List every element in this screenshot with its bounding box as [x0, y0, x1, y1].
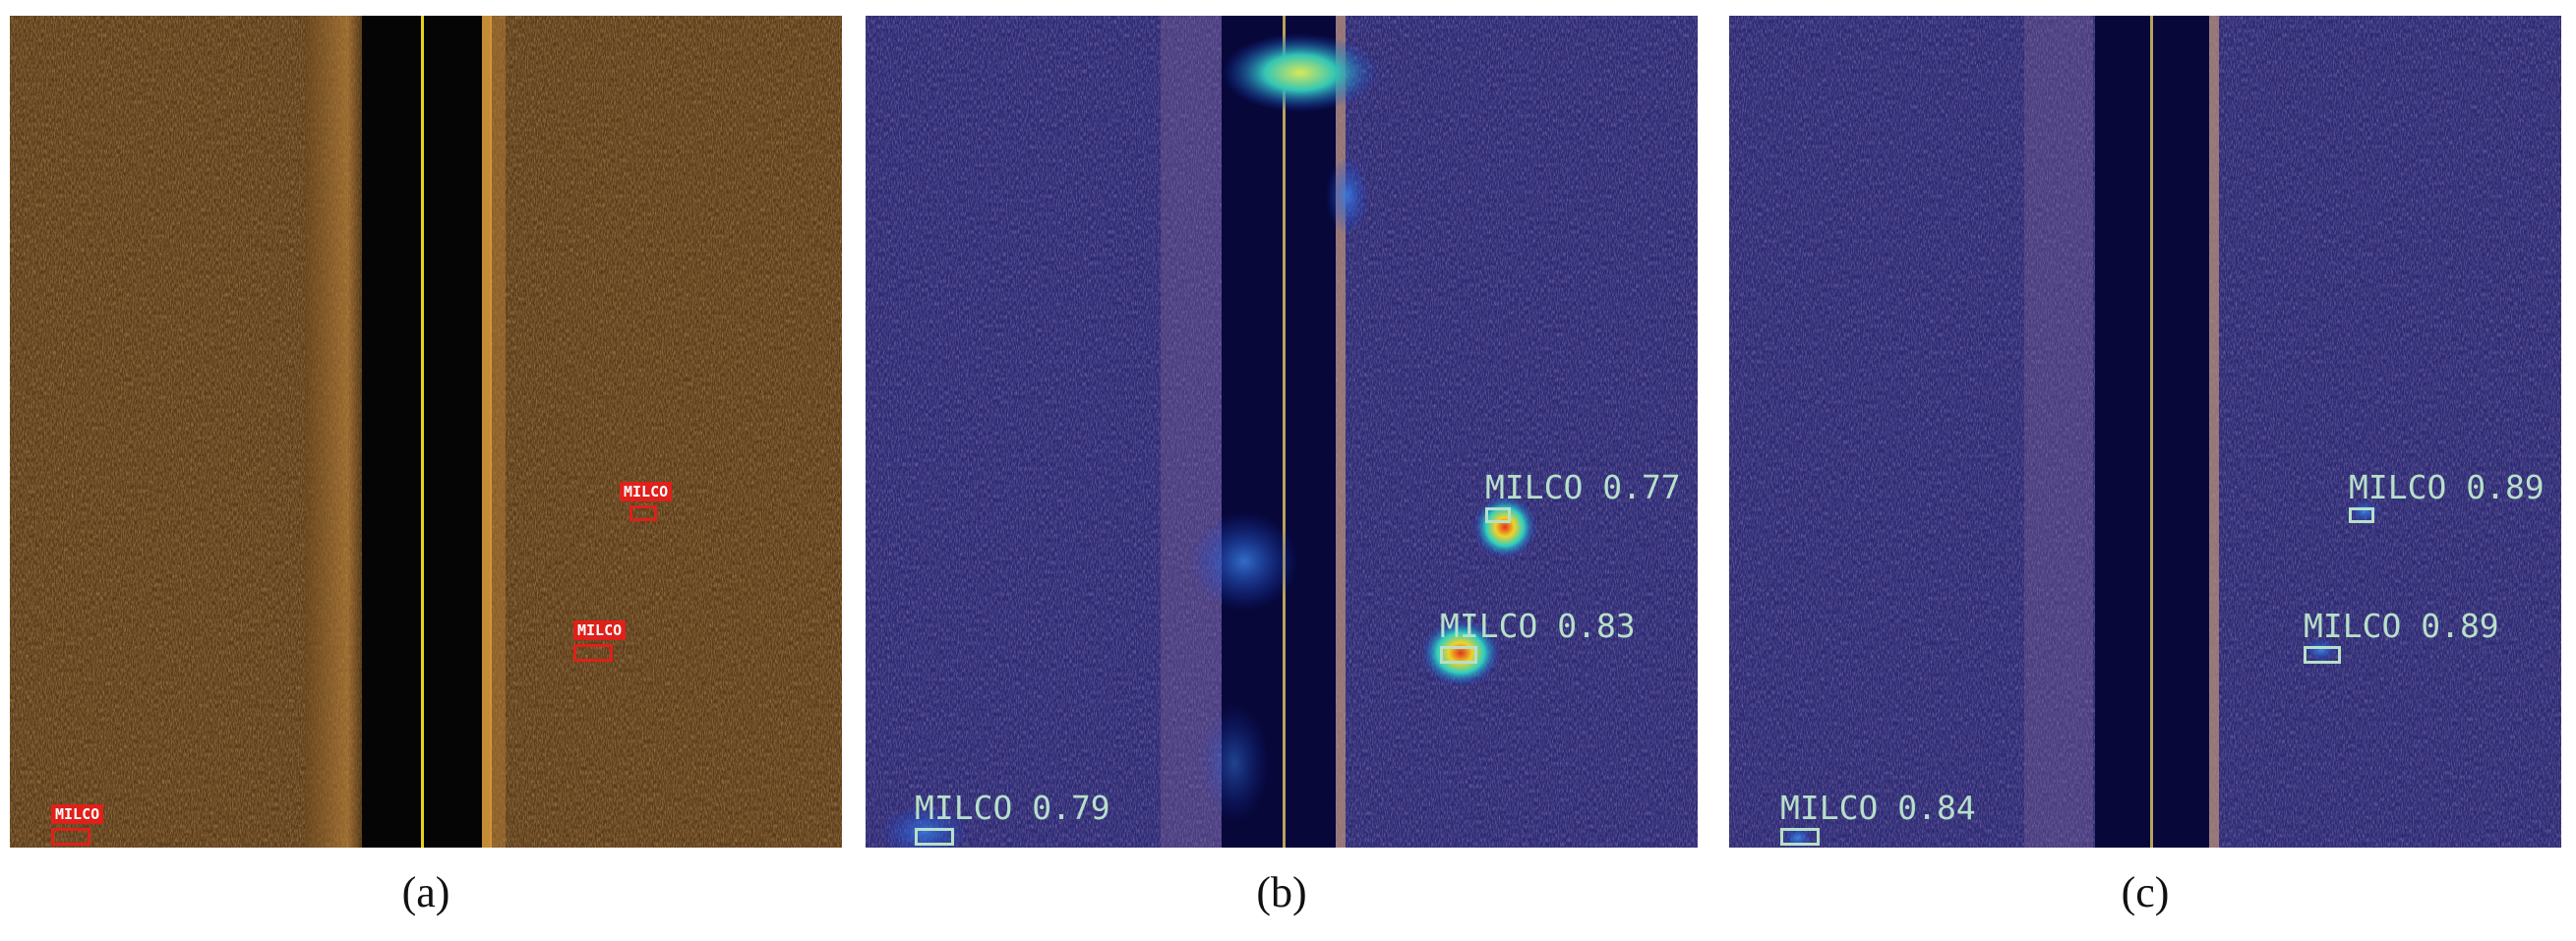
detection-label: MILCO 0.89 — [2304, 607, 2499, 645]
heat-blob — [1421, 619, 1500, 686]
detection-box — [915, 828, 954, 846]
detection-label: MILCO 0.83 — [1440, 607, 1636, 645]
heat-blob — [880, 804, 969, 848]
heat-blob — [1222, 33, 1379, 112]
detection-box — [1780, 828, 1820, 846]
heat-blob — [2304, 638, 2339, 662]
detection-label: MILCO 0.89 — [2349, 468, 2545, 506]
panel-b-heatmap-image: MILCO 0.77 MILCO 0.83 MILCO 0.79 — [866, 16, 1698, 848]
panel-a-sonar-image: MILCO MILCO MILCO — [10, 16, 842, 848]
panel-c-heatmap-image: MILCO 0.89 MILCO 0.89 MILCO 0.84 — [1729, 16, 2561, 848]
detection-label: MILCO — [51, 804, 104, 824]
sonar-image-heatmap-c — [1729, 16, 2561, 848]
detection-box — [2304, 646, 2341, 664]
detection-label: MILCO 0.77 — [1485, 468, 1681, 506]
heat-blob — [1326, 156, 1369, 235]
detection-box — [1485, 507, 1511, 523]
detection-box — [51, 828, 90, 846]
detection-label: MILCO 0.79 — [915, 789, 1110, 827]
nadir-water-column — [362, 16, 490, 848]
heat-blob — [1473, 496, 1536, 559]
heat-blob — [1190, 512, 1298, 611]
heat-blob — [1200, 704, 1269, 822]
sonar-image-raw — [10, 16, 842, 848]
detection-box — [1440, 646, 1477, 664]
detection-label: MILCO — [620, 482, 673, 501]
track-centerline — [2150, 16, 2153, 848]
detection-box — [629, 505, 657, 521]
caption-c: (c) — [2121, 868, 2170, 916]
heat-blob — [1782, 826, 1814, 848]
sonar-image-heatmap-b — [866, 16, 1698, 848]
detection-box — [2349, 507, 2374, 523]
track-centerline — [1283, 16, 1286, 848]
track-centerline — [421, 16, 424, 848]
detection-label: MILCO — [573, 620, 627, 640]
caption-a: (a) — [401, 868, 450, 916]
caption-b: (b) — [1256, 868, 1307, 916]
detection-label: MILCO 0.84 — [1780, 789, 1976, 827]
detection-box — [573, 644, 613, 662]
